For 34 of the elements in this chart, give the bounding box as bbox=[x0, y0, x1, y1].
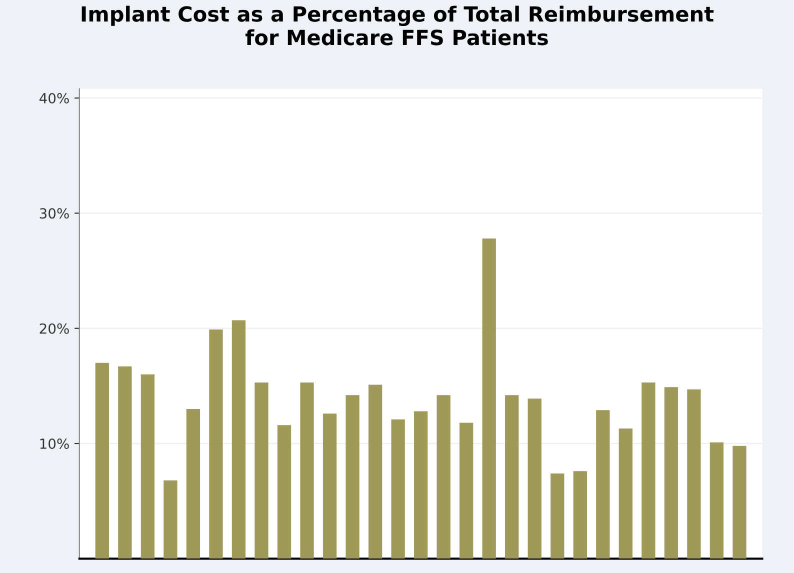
bar bbox=[482, 238, 496, 559]
bar bbox=[368, 384, 382, 559]
bar bbox=[186, 408, 200, 559]
bar bbox=[687, 389, 701, 559]
bar bbox=[596, 410, 610, 559]
bar bbox=[550, 473, 564, 559]
bar bbox=[618, 428, 632, 559]
bar bbox=[436, 395, 450, 559]
bar bbox=[254, 382, 268, 559]
bar bbox=[664, 387, 678, 559]
bar bbox=[277, 425, 292, 559]
bar bbox=[300, 382, 314, 559]
bar bbox=[573, 471, 587, 559]
bar bbox=[164, 480, 178, 559]
bar bbox=[118, 366, 132, 559]
bar bbox=[209, 330, 223, 559]
bar bbox=[460, 422, 474, 559]
bar bbox=[232, 320, 246, 559]
bar bbox=[732, 446, 746, 559]
bar bbox=[505, 395, 519, 559]
y-tick-label: 40% bbox=[39, 92, 69, 104]
bar bbox=[642, 382, 656, 559]
bar bbox=[95, 362, 109, 559]
bar bbox=[414, 411, 428, 559]
y-tick-label: 20% bbox=[40, 323, 69, 334]
bar bbox=[391, 419, 405, 559]
y-tick-label: 30% bbox=[40, 208, 69, 219]
chart-title: Implant Cost as a Percentage of Total Reimbursement for Medicare FFS Patients bbox=[82, 6, 714, 46]
bar bbox=[140, 374, 155, 559]
bar bbox=[710, 442, 724, 559]
y-tick-label: 10% bbox=[40, 438, 69, 449]
bar bbox=[528, 398, 542, 559]
bar bbox=[346, 395, 360, 559]
bar bbox=[322, 414, 337, 559]
